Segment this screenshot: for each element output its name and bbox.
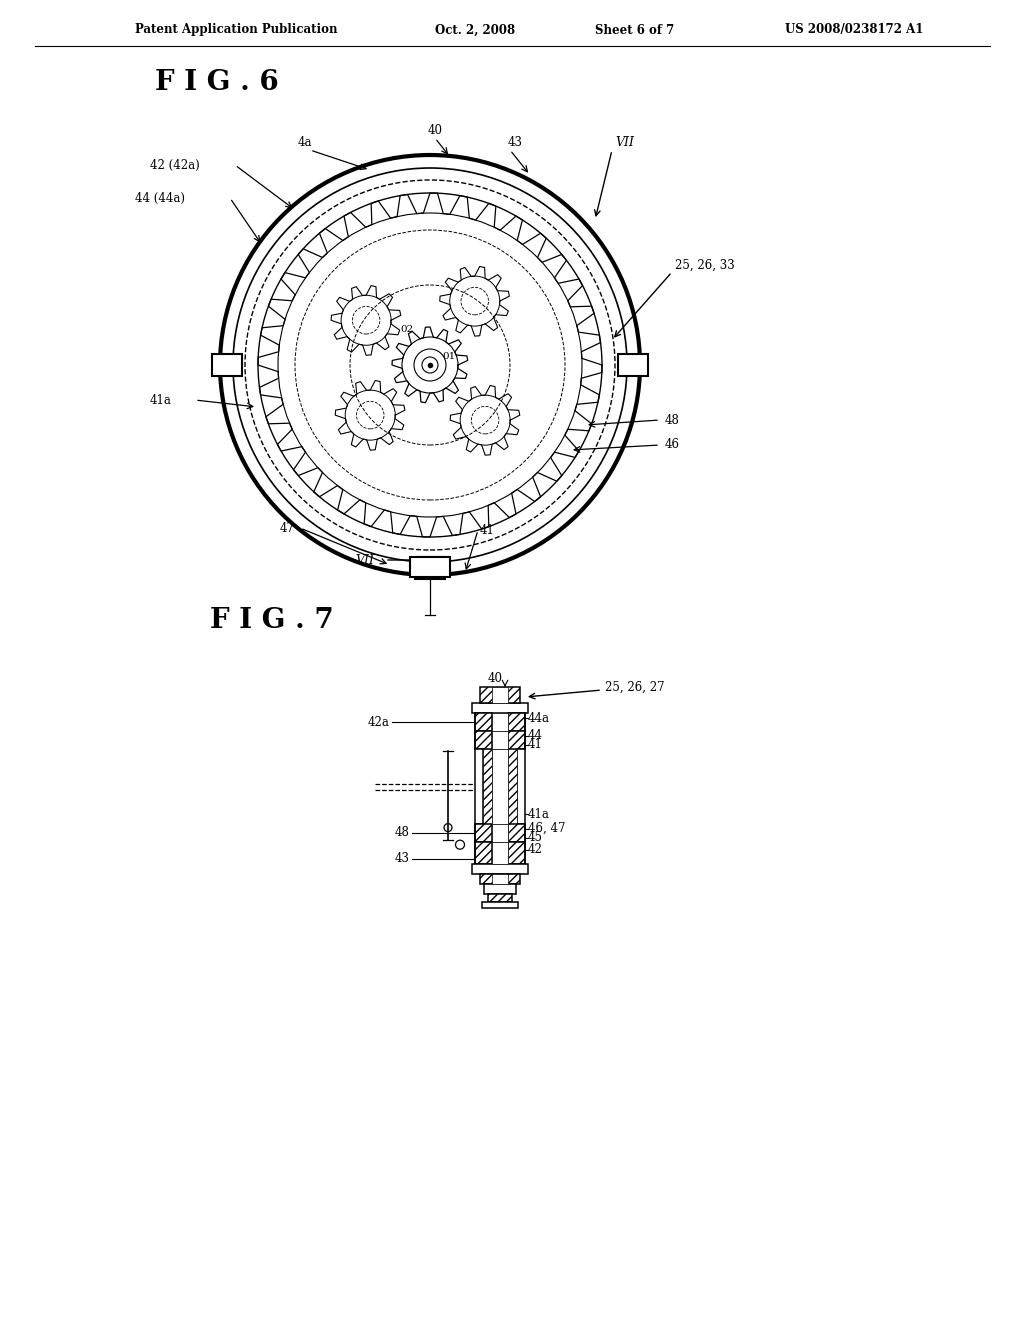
Text: 01: 01 <box>442 352 456 362</box>
Text: 44: 44 <box>528 729 543 742</box>
Bar <box>484 884 516 894</box>
Text: 4a: 4a <box>298 136 312 149</box>
Bar <box>480 874 520 884</box>
Text: 40: 40 <box>427 124 442 136</box>
Text: Sheet 6 of 7: Sheet 6 of 7 <box>595 24 674 37</box>
Bar <box>492 874 508 884</box>
Text: VII: VII <box>355 553 374 566</box>
Text: US 2008/0238172 A1: US 2008/0238172 A1 <box>785 24 924 37</box>
Bar <box>472 704 528 713</box>
Bar <box>475 748 483 824</box>
Text: 45: 45 <box>528 832 543 843</box>
Bar <box>508 713 525 731</box>
Text: F I G . 7: F I G . 7 <box>210 606 334 634</box>
Bar <box>508 824 525 842</box>
Text: 02: 02 <box>400 326 414 334</box>
Text: 42: 42 <box>528 843 543 857</box>
Text: 42 (42a): 42 (42a) <box>150 158 200 172</box>
Bar <box>492 686 508 704</box>
Polygon shape <box>212 354 242 376</box>
Bar <box>492 824 508 842</box>
Bar <box>472 865 528 874</box>
Bar <box>475 824 492 842</box>
Bar <box>475 842 492 865</box>
Bar <box>517 748 525 824</box>
Text: 25, 26, 27: 25, 26, 27 <box>605 681 665 693</box>
Bar <box>483 748 492 824</box>
Bar <box>492 842 508 865</box>
Bar <box>482 902 518 908</box>
Text: 40: 40 <box>487 672 503 685</box>
Polygon shape <box>415 557 445 579</box>
Text: 48: 48 <box>665 413 680 426</box>
Text: 44 (44a): 44 (44a) <box>135 191 185 205</box>
Bar <box>410 557 450 577</box>
Text: 42a: 42a <box>368 715 390 729</box>
Bar <box>475 731 492 748</box>
Bar <box>492 713 508 731</box>
Text: 47: 47 <box>280 521 295 535</box>
Bar <box>492 748 508 824</box>
Text: 41: 41 <box>480 524 495 536</box>
Polygon shape <box>618 354 648 376</box>
Text: 46, 47: 46, 47 <box>528 822 565 836</box>
Text: 44a: 44a <box>528 711 550 725</box>
Text: 41a: 41a <box>150 393 172 407</box>
Bar <box>488 894 512 902</box>
Text: VII: VII <box>615 136 634 149</box>
Text: 25, 26, 33: 25, 26, 33 <box>675 259 735 272</box>
Text: 43: 43 <box>508 136 522 149</box>
Text: 41a: 41a <box>528 808 550 821</box>
Bar <box>492 731 508 748</box>
Text: 48: 48 <box>395 826 410 840</box>
Bar <box>480 686 520 704</box>
Bar <box>475 713 492 731</box>
Bar <box>508 748 517 824</box>
Bar <box>508 731 525 748</box>
Text: 43: 43 <box>395 851 410 865</box>
Text: 46: 46 <box>665 438 680 451</box>
Text: Oct. 2, 2008: Oct. 2, 2008 <box>435 24 515 37</box>
Text: F I G . 6: F I G . 6 <box>155 69 279 95</box>
Text: Patent Application Publication: Patent Application Publication <box>135 24 338 37</box>
Bar <box>508 842 525 865</box>
Text: 41: 41 <box>528 738 543 751</box>
